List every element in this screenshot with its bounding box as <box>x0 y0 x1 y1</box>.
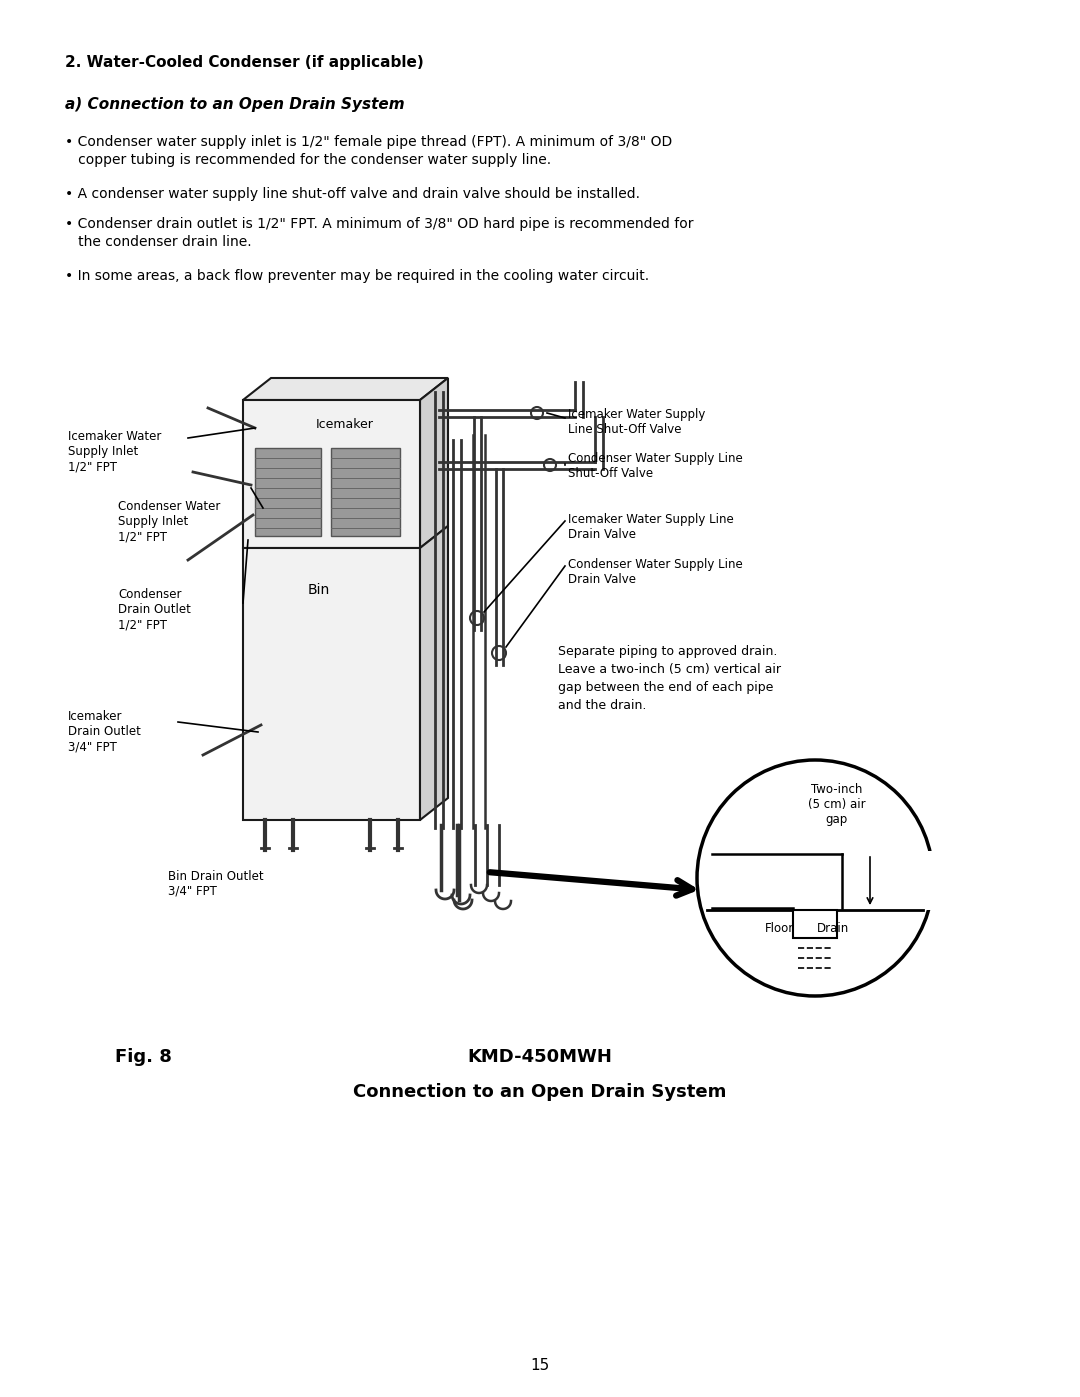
Circle shape <box>544 460 556 471</box>
Text: Bin Drain Outlet
3/4" FPT: Bin Drain Outlet 3/4" FPT <box>168 870 264 898</box>
Text: Icemaker Water Supply
Line Shut-Off Valve: Icemaker Water Supply Line Shut-Off Valv… <box>568 408 705 436</box>
Text: KMD-450MWH: KMD-450MWH <box>468 1048 612 1066</box>
Text: Floor: Floor <box>766 922 795 935</box>
Bar <box>255 448 321 536</box>
Polygon shape <box>420 527 448 820</box>
Text: • In some areas, a back flow preventer may be required in the cooling water circ: • In some areas, a back flow preventer m… <box>65 270 649 284</box>
Text: Icemaker Water Supply Line
Drain Valve: Icemaker Water Supply Line Drain Valve <box>568 513 733 541</box>
Polygon shape <box>420 379 448 548</box>
Text: Connection to an Open Drain System: Connection to an Open Drain System <box>353 1083 727 1101</box>
Text: Bin: Bin <box>308 583 330 597</box>
Text: 15: 15 <box>530 1358 550 1373</box>
Text: Fig. 8: Fig. 8 <box>114 1048 172 1066</box>
Bar <box>330 448 400 536</box>
Text: Icemaker: Icemaker <box>316 418 374 432</box>
Text: Condenser Water Supply Line
Drain Valve: Condenser Water Supply Line Drain Valve <box>568 557 743 585</box>
Text: a) Connection to an Open Drain System: a) Connection to an Open Drain System <box>65 96 405 112</box>
Circle shape <box>470 610 484 624</box>
Bar <box>712 851 1080 909</box>
Circle shape <box>492 645 507 659</box>
Bar <box>243 548 420 820</box>
Text: Icemaker
Drain Outlet
3/4" FPT: Icemaker Drain Outlet 3/4" FPT <box>68 710 140 753</box>
Text: Condenser
Drain Outlet
1/2" FPT: Condenser Drain Outlet 1/2" FPT <box>118 588 191 631</box>
Text: • Condenser water supply inlet is 1/2" female pipe thread (FPT). A minimum of 3/: • Condenser water supply inlet is 1/2" f… <box>65 136 672 168</box>
Text: Condenser Water
Supply Inlet
1/2" FPT: Condenser Water Supply Inlet 1/2" FPT <box>118 500 220 543</box>
Circle shape <box>531 407 543 419</box>
Text: Drain: Drain <box>816 922 849 935</box>
Text: Condenser Water Supply Line
Shut-Off Valve: Condenser Water Supply Line Shut-Off Val… <box>568 453 743 481</box>
Bar <box>793 909 837 937</box>
Polygon shape <box>243 379 448 400</box>
Text: • A condenser water supply line shut-off valve and drain valve should be install: • A condenser water supply line shut-off… <box>65 187 640 201</box>
Text: Separate piping to approved drain.
Leave a two-inch (5 cm) vertical air
gap betw: Separate piping to approved drain. Leave… <box>558 645 781 712</box>
Bar <box>243 400 420 548</box>
Text: 2. Water-Cooled Condenser (if applicable): 2. Water-Cooled Condenser (if applicable… <box>65 54 423 70</box>
Circle shape <box>697 760 933 996</box>
Text: • Condenser drain outlet is 1/2" FPT. A minimum of 3/8" OD hard pipe is recommen: • Condenser drain outlet is 1/2" FPT. A … <box>65 217 693 250</box>
Text: Icemaker Water
Supply Inlet
1/2" FPT: Icemaker Water Supply Inlet 1/2" FPT <box>68 430 161 474</box>
Text: Two-inch
(5 cm) air
gap: Two-inch (5 cm) air gap <box>808 782 866 826</box>
